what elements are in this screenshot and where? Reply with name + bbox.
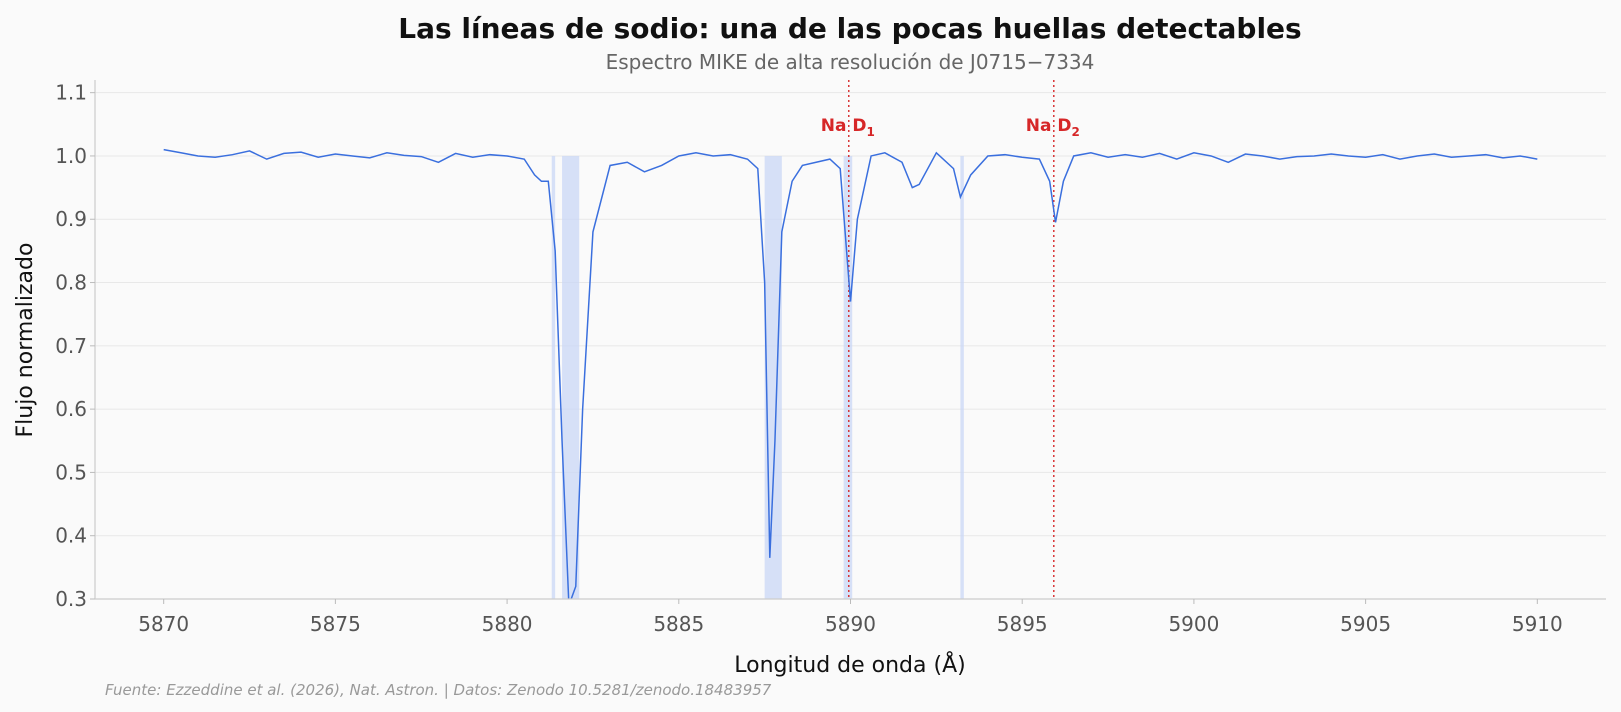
annotation-label: Na D1: [821, 116, 875, 139]
y-tick-label: 0.9: [55, 207, 87, 231]
x-tick-label: 5870: [138, 612, 189, 636]
tick-labels: 5870 5875 5880 5885 5890 5895 5900 5905 5910 0.3 0…: [55, 81, 1563, 636]
x-tick-label: 5885: [653, 612, 704, 636]
y-tick-label: 0.5: [55, 460, 87, 484]
x-tick-label: 5905: [1340, 612, 1391, 636]
x-axis-label: Longitud de onda (Å): [734, 651, 965, 678]
source-note: Fuente: Ezzeddine et al. (2026), Nat. As…: [105, 681, 772, 699]
shaded-region: [562, 155, 580, 599]
annotation-label: Na D2: [1026, 116, 1080, 139]
x-tick-label: 5900: [1168, 612, 1219, 636]
shaded-regions: [551, 155, 964, 599]
y-tick-label: 0.7: [55, 334, 87, 358]
x-tick-label: 5910: [1512, 612, 1563, 636]
y-axis-label: Flujo normalizado: [13, 243, 38, 438]
annotation-lines: [848, 80, 1055, 599]
y-tick-label: 1.0: [55, 144, 87, 168]
shaded-region: [960, 155, 964, 599]
y-tick-label: 0.3: [55, 587, 87, 611]
plot-area: [163, 148, 1538, 599]
chart-subtitle: Espectro MIKE de alta resolución de J071…: [606, 50, 1095, 74]
shaded-region: [551, 155, 556, 599]
annotations: Na D1 Na D2: [821, 116, 1080, 139]
spectrum-line: [163, 148, 1538, 599]
x-tick-label: 5880: [482, 612, 533, 636]
x-tick-label: 5895: [997, 612, 1048, 636]
y-tick-label: 0.6: [55, 397, 87, 421]
x-tick-label: 5875: [310, 612, 361, 636]
y-tick-label: 0.8: [55, 271, 87, 295]
y-tick-label: 1.1: [55, 81, 87, 105]
y-tick-label: 0.4: [55, 524, 87, 548]
x-tick-label: 5890: [825, 612, 876, 636]
chart-title: Las líneas de sodio: una de las pocas hu…: [398, 12, 1301, 45]
shaded-region: [764, 155, 782, 599]
shaded-region: [843, 155, 853, 599]
